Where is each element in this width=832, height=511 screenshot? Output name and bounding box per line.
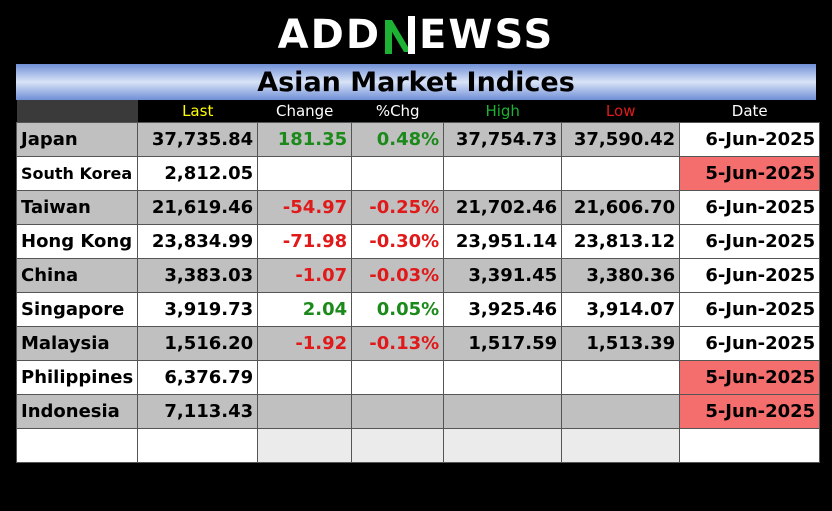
table-row: Taiwan 21,619.46 -54.97 -0.25% 21,702.46… <box>15 190 821 225</box>
change-value: -54.97 <box>257 190 353 225</box>
pct-change-value: 0.05% <box>351 292 445 327</box>
high-value: 1,517.59 <box>443 326 563 361</box>
market-name: Malaysia <box>15 326 139 361</box>
pct-change-value <box>351 156 445 191</box>
header-corner <box>16 100 138 123</box>
pct-change-value: -0.30% <box>351 224 445 259</box>
low-value <box>561 360 681 395</box>
brand-text-pre: ADD <box>277 12 382 58</box>
change-value: 2.04 <box>257 292 353 327</box>
table-row: Hong Kong 23,834.99 -71.98 -0.30% 23,951… <box>15 224 821 259</box>
high-value <box>443 394 563 429</box>
high-value: 21,702.46 <box>443 190 563 225</box>
date-value: 6-Jun-2025 <box>679 190 821 225</box>
change-value <box>257 156 353 191</box>
table-row: Malaysia 1,516.20 -1.92 -0.13% 1,517.59 … <box>15 326 821 361</box>
pct-change-value: -0.03% <box>351 258 445 293</box>
brand-wordmark: ADD EWSS <box>278 14 555 56</box>
change-value: -71.98 <box>257 224 353 259</box>
empty-cell <box>679 428 821 463</box>
market-name: Hong Kong <box>15 224 139 259</box>
change-value <box>257 394 353 429</box>
last-value: 37,735.84 <box>137 122 259 157</box>
low-value <box>561 394 681 429</box>
pct-change-value <box>351 360 445 395</box>
empty-cell <box>443 428 563 463</box>
column-header-high: High <box>443 100 562 123</box>
date-value: 5-Jun-2025 <box>679 394 821 429</box>
date-value: 5-Jun-2025 <box>679 360 821 395</box>
high-value: 23,951.14 <box>443 224 563 259</box>
pct-change-value: -0.25% <box>351 190 445 225</box>
pct-change-value: -0.13% <box>351 326 445 361</box>
low-value: 37,590.42 <box>561 122 681 157</box>
low-value: 21,606.70 <box>561 190 681 225</box>
high-value <box>443 360 563 395</box>
last-value: 1,516.20 <box>137 326 259 361</box>
market-name: Japan <box>15 122 139 157</box>
column-header-last: Last <box>137 100 258 123</box>
column-header-change: Change <box>257 100 352 123</box>
market-name: Philippines <box>15 360 139 395</box>
high-value <box>443 156 563 191</box>
table-row: Philippines 6,376.79 5-Jun-2025 <box>15 360 821 395</box>
market-name: South Korea <box>15 156 139 191</box>
high-value: 3,925.46 <box>443 292 563 327</box>
table-row: Indonesia 7,113.43 5-Jun-2025 <box>15 394 821 429</box>
last-value: 23,834.99 <box>137 224 259 259</box>
low-value: 3,914.07 <box>561 292 681 327</box>
change-value: -1.07 <box>257 258 353 293</box>
change-value: 181.35 <box>257 122 353 157</box>
table-row: South Korea 2,812.05 5-Jun-2025 <box>15 156 821 191</box>
date-value: 6-Jun-2025 <box>679 224 821 259</box>
last-value: 7,113.43 <box>137 394 259 429</box>
date-value: 5-Jun-2025 <box>679 156 821 191</box>
empty-cell <box>15 428 139 463</box>
market-name: Indonesia <box>15 394 139 429</box>
table-title-bar: Asian Market Indices <box>16 64 816 100</box>
market-indices-table: Last Change %Chg High Low Date Japan 37,… <box>15 100 821 463</box>
empty-cell <box>561 428 681 463</box>
change-value <box>257 360 353 395</box>
date-value: 6-Jun-2025 <box>679 258 821 293</box>
high-value: 37,754.73 <box>443 122 563 157</box>
market-name: China <box>15 258 139 293</box>
market-name: Taiwan <box>15 190 139 225</box>
table-row: China 3,383.03 -1.07 -0.03% 3,391.45 3,3… <box>15 258 821 293</box>
last-value: 21,619.46 <box>137 190 259 225</box>
last-value: 2,812.05 <box>137 156 259 191</box>
last-value: 3,383.03 <box>137 258 259 293</box>
table-row: Japan 37,735.84 181.35 0.48% 37,754.73 3… <box>15 122 821 157</box>
column-header-date: Date <box>679 100 820 123</box>
change-value: -1.92 <box>257 326 353 361</box>
brand-text-post: EWSS <box>419 12 555 58</box>
low-value: 1,513.39 <box>561 326 681 361</box>
high-value: 3,391.45 <box>443 258 563 293</box>
pct-change-value: 0.48% <box>351 122 445 157</box>
market-name: Singapore <box>15 292 139 327</box>
brand-logo: ADD EWSS <box>0 6 832 64</box>
date-value: 6-Jun-2025 <box>679 122 821 157</box>
last-value: 6,376.79 <box>137 360 259 395</box>
empty-cell <box>351 428 445 463</box>
empty-cell <box>137 428 259 463</box>
low-value: 3,380.36 <box>561 258 681 293</box>
low-value <box>561 156 681 191</box>
column-header-pct-change: %Chg <box>351 100 444 123</box>
table-row: Singapore 3,919.73 2.04 0.05% 3,925.46 3… <box>15 292 821 327</box>
low-value: 23,813.12 <box>561 224 681 259</box>
table-title: Asian Market Indices <box>257 66 575 98</box>
header-row: Last Change %Chg High Low Date <box>16 100 820 123</box>
pct-change-value <box>351 394 445 429</box>
column-header-low: Low <box>561 100 680 123</box>
last-value: 3,919.73 <box>137 292 259 327</box>
empty-cell <box>257 428 353 463</box>
date-value: 6-Jun-2025 <box>679 326 821 361</box>
brand-n-mark-icon <box>385 16 416 54</box>
empty-row <box>15 428 821 463</box>
date-value: 6-Jun-2025 <box>679 292 821 327</box>
